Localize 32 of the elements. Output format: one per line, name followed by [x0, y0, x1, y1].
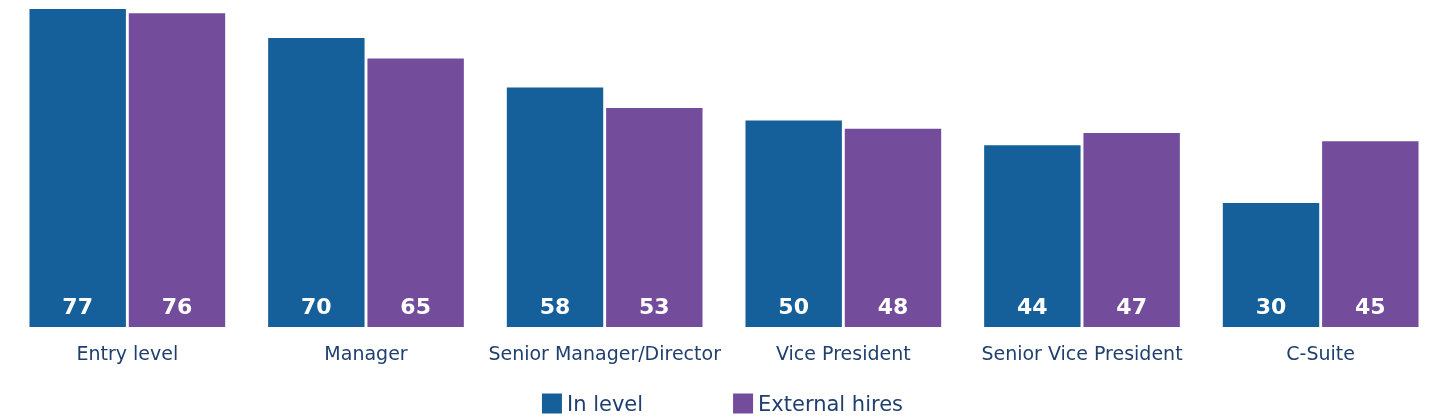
bar — [844, 128, 942, 327]
bar — [367, 58, 464, 327]
x-tick-label: Vice President — [776, 341, 911, 364]
x-tick-label: Senior Manager/Director — [488, 341, 722, 364]
data-label: 44 — [1017, 293, 1048, 319]
data-label: 70 — [301, 293, 332, 319]
data-label: 76 — [161, 293, 193, 319]
data-label: 65 — [400, 293, 431, 319]
data-label: 30 — [1255, 293, 1287, 319]
data-label: 47 — [1116, 293, 1147, 319]
data-label: 58 — [539, 293, 571, 319]
x-tick-label: C-Suite — [1286, 341, 1355, 364]
bar — [268, 37, 365, 327]
bar — [984, 145, 1081, 327]
x-tick-label: Manager — [324, 341, 408, 364]
data-label: 53 — [639, 293, 670, 319]
bar — [1222, 203, 1320, 327]
legend-label: External hires — [758, 391, 904, 416]
bar — [128, 13, 226, 327]
bar — [606, 108, 703, 327]
x-tick-label: Entry level — [76, 341, 179, 364]
data-label: 48 — [877, 293, 909, 319]
legend-label: In level — [566, 391, 644, 416]
bar — [506, 87, 604, 327]
data-label: 45 — [1355, 293, 1386, 319]
data-label: 50 — [778, 293, 809, 319]
x-tick-label: Senior Vice President — [981, 341, 1183, 364]
data-label: 77 — [62, 293, 93, 319]
bar — [745, 120, 842, 327]
bar — [1083, 132, 1180, 327]
bar — [1322, 141, 1419, 327]
bar — [29, 9, 126, 327]
